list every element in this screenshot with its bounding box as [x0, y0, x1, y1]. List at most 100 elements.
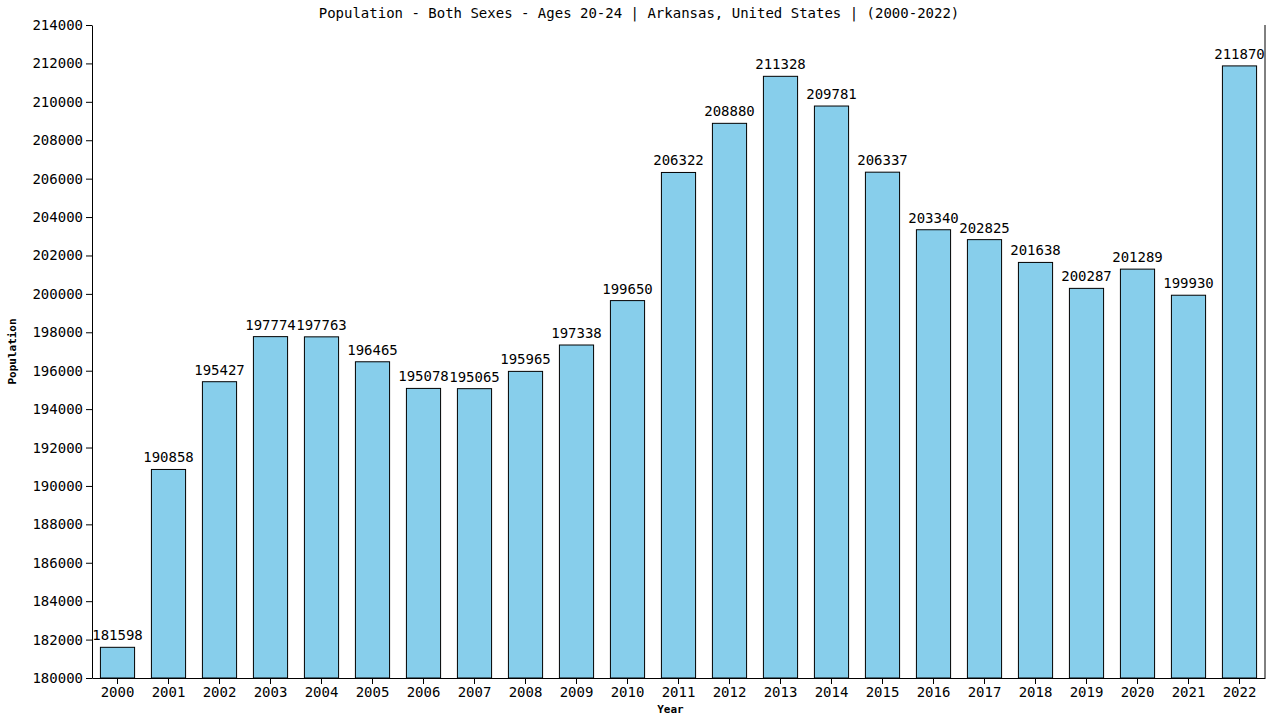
bar: [202, 382, 236, 678]
x-tick: 2011: [662, 678, 696, 700]
x-tick: 2008: [509, 678, 543, 700]
x-tick-label: 2010: [611, 684, 645, 700]
x-tick-label: 2007: [458, 684, 492, 700]
y-tick-mark: [86, 601, 92, 602]
x-tick: 2022: [1223, 678, 1257, 700]
x-tick-label: 2005: [356, 684, 390, 700]
y-tick-label: 184000: [32, 593, 83, 609]
y-tick-label: 180000: [32, 670, 83, 686]
bar: [406, 388, 440, 678]
data-label: 208880: [704, 103, 755, 119]
data-label: 197763: [296, 317, 347, 333]
y-tick: 206000: [32, 171, 92, 187]
y-tick-mark: [86, 217, 92, 218]
bars: [100, 66, 1256, 678]
y-tick: 188000: [32, 516, 92, 532]
data-label: 195427: [194, 362, 245, 378]
bar: [865, 172, 899, 678]
x-tick-label: 2018: [1019, 684, 1053, 700]
y-tick: 184000: [32, 593, 92, 609]
data-label: 206337: [857, 152, 908, 168]
x-tick: 2006: [407, 678, 441, 700]
x-tick-label: 2021: [1172, 684, 1206, 700]
data-label: 195065: [449, 369, 500, 385]
data-label: 196465: [347, 342, 398, 358]
data-label: 195965: [500, 351, 551, 367]
bar: [1222, 66, 1256, 678]
y-tick: 202000: [32, 247, 92, 263]
bar: [100, 647, 134, 678]
x-tick: 2005: [356, 678, 390, 700]
y-axis-line: [92, 26, 93, 679]
x-tick: 2019: [1070, 678, 1104, 700]
bar: [304, 337, 338, 678]
y-tick-mark: [86, 448, 92, 449]
bar: [610, 301, 644, 678]
y-tick-label: 192000: [32, 440, 83, 456]
y-tick-mark: [86, 486, 92, 487]
y-tick: 198000: [32, 324, 92, 340]
x-tick-label: 2002: [203, 684, 237, 700]
x-tick: 2003: [254, 678, 288, 700]
y-tick-mark: [86, 25, 92, 26]
bar: [1120, 269, 1154, 678]
x-tick-label: 2019: [1070, 684, 1104, 700]
data-label: 200287: [1061, 268, 1112, 284]
bar: [355, 362, 389, 678]
bar: [457, 389, 491, 678]
x-tick: 2021: [1172, 678, 1206, 700]
bar: [967, 240, 1001, 678]
x-tick-label: 2016: [917, 684, 951, 700]
x-tick: 2012: [713, 678, 747, 700]
data-label: 197338: [551, 325, 602, 341]
x-tick: 2014: [815, 678, 849, 700]
x-axis: 2000200120022003200420052006200720082009…: [93, 678, 1266, 700]
y-tick-label: 200000: [32, 286, 83, 302]
y-tick-label: 196000: [32, 363, 83, 379]
y-tick-label: 214000: [32, 17, 83, 33]
y-tick-mark: [86, 294, 92, 295]
y-tick-mark: [86, 332, 92, 333]
y-tick-label: 212000: [32, 55, 83, 71]
x-tick-label: 2012: [713, 684, 747, 700]
y-tick-label: 204000: [32, 209, 83, 225]
data-labels: 1815981908581954271977741977631964651950…: [92, 46, 1265, 643]
y-tick: 192000: [32, 440, 92, 456]
x-tick-label: 2008: [509, 684, 543, 700]
x-tick: 2015: [866, 678, 900, 700]
x-tick-label: 2014: [815, 684, 849, 700]
data-label: 181598: [92, 627, 143, 643]
x-tick: 2020: [1121, 678, 1155, 700]
y-tick: 210000: [32, 94, 92, 110]
x-tick-label: 2006: [407, 684, 441, 700]
y-tick-mark: [86, 524, 92, 525]
x-axis-title: Year: [657, 703, 684, 716]
x-tick-label: 2009: [560, 684, 594, 700]
x-tick: 2013: [764, 678, 798, 700]
y-tick-mark: [86, 102, 92, 103]
y-tick-label: 210000: [32, 94, 83, 110]
y-tick-mark: [86, 140, 92, 141]
bar: [1069, 288, 1103, 678]
x-tick-label: 2003: [254, 684, 288, 700]
y-tick-label: 182000: [32, 632, 83, 648]
x-tick: 2010: [611, 678, 645, 700]
x-tick-label: 2013: [764, 684, 798, 700]
y-tick: 190000: [32, 478, 92, 494]
bar: [253, 337, 287, 678]
y-tick-label: 186000: [32, 555, 83, 571]
data-label: 199930: [1163, 275, 1214, 291]
x-tick: 2018: [1019, 678, 1053, 700]
y-tick-mark: [86, 63, 92, 64]
y-tick-mark: [86, 179, 92, 180]
y-tick-mark: [86, 409, 92, 410]
y-tick: 180000: [32, 670, 92, 686]
y-tick-label: 194000: [32, 401, 83, 417]
y-axis: 180000 182000 184000 186000 188000 190000 1920…: [32, 17, 92, 686]
bar: [1018, 262, 1052, 678]
x-tick: 2002: [203, 678, 237, 700]
data-label: 211870: [1214, 46, 1265, 62]
y-tick-mark: [86, 371, 92, 372]
y-tick: 196000: [32, 363, 92, 379]
bar: [814, 106, 848, 678]
